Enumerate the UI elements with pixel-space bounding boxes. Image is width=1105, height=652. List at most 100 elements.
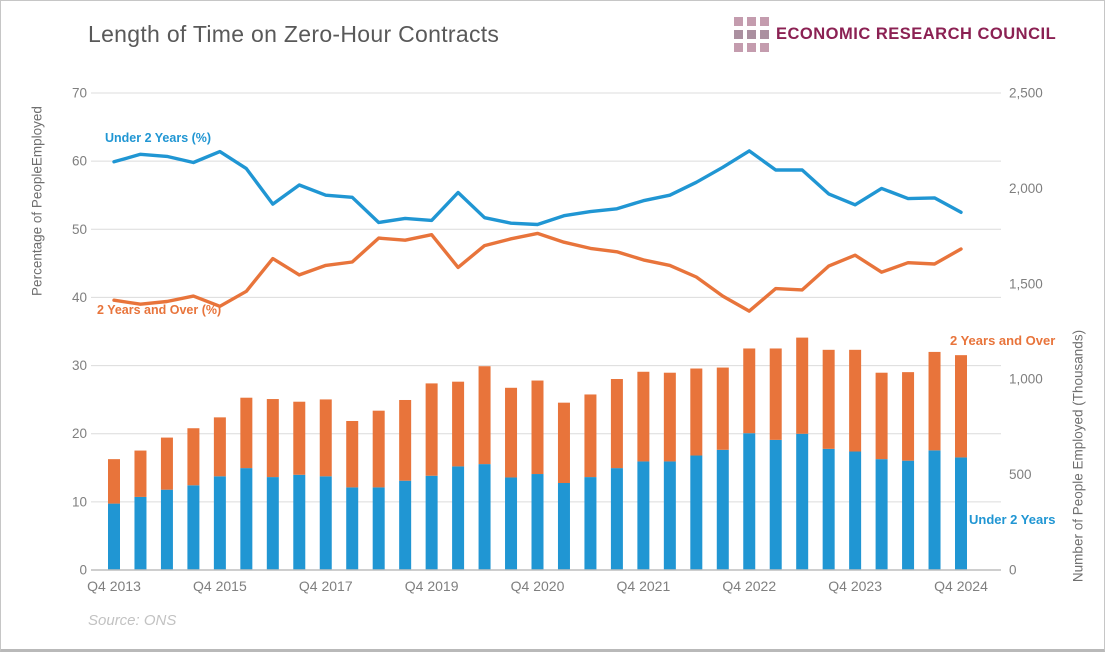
bar-under-2-years bbox=[452, 466, 465, 570]
bar-2-years-and-over bbox=[108, 459, 120, 504]
bar-2-years-and-over bbox=[452, 381, 465, 467]
bar-under-2-years bbox=[505, 477, 518, 570]
bar-2-years-and-over bbox=[478, 366, 491, 465]
bar-under-2-years bbox=[690, 455, 703, 570]
bar-2-years-and-over bbox=[822, 349, 835, 449]
right-axis-tick: 500 bbox=[1009, 467, 1032, 482]
bar-label-under-2-years: Under 2 Years bbox=[969, 512, 1056, 527]
bar-2-years-and-over bbox=[187, 428, 200, 486]
bar-under-2-years bbox=[346, 487, 359, 570]
bar-under-2-years bbox=[902, 460, 915, 570]
bar-under-2-years bbox=[955, 457, 967, 570]
x-axis-tick: Q4 2021 bbox=[617, 578, 671, 594]
bar-2-years-and-over bbox=[425, 383, 438, 476]
bar-2-years-and-over bbox=[372, 410, 385, 488]
bar-under-2-years bbox=[716, 449, 729, 570]
bar-2-years-and-over bbox=[266, 399, 279, 478]
bar-2-years-and-over bbox=[716, 367, 729, 450]
left-axis-tick: 40 bbox=[72, 290, 87, 305]
left-axis-tick: 20 bbox=[72, 426, 87, 441]
bar-2-years-and-over bbox=[160, 437, 173, 490]
x-axis-tick: Q4 2024 bbox=[934, 578, 988, 594]
bar-under-2-years bbox=[875, 459, 888, 570]
bar-under-2-years bbox=[399, 480, 412, 570]
economic-research-council-logo: ECONOMIC RESEARCH COUNCIL bbox=[734, 17, 1056, 52]
bar-under-2-years bbox=[425, 475, 438, 570]
left-axis-tick: 60 bbox=[72, 154, 87, 169]
bar-2-years-and-over bbox=[557, 402, 570, 483]
bar-2-years-and-over bbox=[134, 450, 147, 497]
left-axis-tick: 10 bbox=[72, 494, 87, 509]
bar-2-years-and-over bbox=[955, 355, 967, 458]
x-axis-tick: Q4 2022 bbox=[722, 578, 776, 594]
bar-under-2-years bbox=[822, 448, 835, 570]
bar-under-2-years bbox=[266, 477, 279, 570]
bar-under-2-years bbox=[372, 487, 385, 570]
left-axis-tick: 0 bbox=[79, 563, 87, 578]
left-axis-tick: 50 bbox=[72, 222, 87, 237]
right-axis-tick: 2,500 bbox=[1009, 86, 1043, 101]
bar-under-2-years bbox=[584, 477, 597, 570]
line-under-2-years bbox=[112, 149, 963, 227]
bar-2-years-and-over bbox=[637, 371, 650, 462]
bar-2-years-and-over bbox=[875, 372, 888, 460]
bar-under-2-years bbox=[478, 464, 491, 570]
bar-under-2-years bbox=[213, 476, 226, 570]
bar-2-years-and-over bbox=[690, 368, 703, 456]
bar-2-years-and-over bbox=[796, 337, 809, 434]
line-label-under-2-years: Under 2 Years (%) bbox=[105, 131, 212, 145]
bar-under-2-years bbox=[610, 468, 623, 570]
bar-under-2-years bbox=[134, 496, 147, 570]
left-axis-tick: 70 bbox=[72, 86, 87, 101]
x-axis-tick: Q4 2013 bbox=[87, 578, 141, 594]
bar-under-2-years bbox=[557, 482, 570, 570]
bar-label-2-years-and-over: 2 Years and Over bbox=[950, 333, 1056, 348]
line-2-years-and-over bbox=[112, 231, 963, 313]
bar-2-years-and-over bbox=[346, 420, 359, 488]
bar-2-years-and-over bbox=[213, 417, 226, 477]
x-axis-tick: Q4 2015 bbox=[193, 578, 247, 594]
right-axis-tick: 2,000 bbox=[1009, 181, 1043, 196]
x-axis-tick: Q4 2023 bbox=[828, 578, 882, 594]
x-axis-tick: Q4 2017 bbox=[299, 578, 353, 594]
bar-under-2-years bbox=[796, 433, 809, 570]
bar-under-2-years bbox=[531, 474, 544, 570]
bar-2-years-and-over bbox=[240, 397, 253, 469]
bar-under-2-years bbox=[319, 476, 332, 570]
bar-under-2-years bbox=[187, 485, 200, 570]
bar-2-years-and-over bbox=[610, 379, 623, 469]
right-axis-tick: 0 bbox=[1009, 563, 1017, 578]
bar-2-years-and-over bbox=[849, 349, 862, 452]
bar-2-years-and-over bbox=[293, 401, 306, 475]
bar-under-2-years bbox=[743, 433, 756, 570]
right-axis-tick: 1,500 bbox=[1009, 276, 1043, 291]
x-axis-tick: Q4 2019 bbox=[405, 578, 459, 594]
bar-under-2-years bbox=[849, 451, 862, 570]
source-note: Source: ONS bbox=[88, 612, 177, 629]
right-axis-tick: 1,000 bbox=[1009, 372, 1043, 387]
logo-text: ECONOMIC RESEARCH COUNCIL bbox=[776, 25, 1057, 43]
bar-2-years-and-over bbox=[928, 351, 941, 451]
bar-under-2-years bbox=[240, 468, 253, 570]
bar-under-2-years bbox=[769, 439, 782, 570]
bar-under-2-years bbox=[637, 461, 650, 570]
bar-2-years-and-over bbox=[584, 394, 597, 478]
chart-title: Length of Time on Zero-Hour Contracts bbox=[88, 21, 500, 47]
bar-under-2-years bbox=[293, 474, 306, 570]
x-axis-tick: Q4 2020 bbox=[511, 578, 565, 594]
bar-under-2-years bbox=[160, 489, 173, 570]
bar-under-2-years bbox=[663, 461, 676, 570]
line-label-2-years-and-over: 2 Years and Over (%) bbox=[97, 303, 222, 317]
bar-2-years-and-over bbox=[743, 348, 756, 434]
bar-2-years-and-over bbox=[505, 387, 518, 478]
bar-2-years-and-over bbox=[399, 399, 412, 481]
logo-squares-icon bbox=[734, 17, 769, 52]
bar-2-years-and-over bbox=[769, 348, 782, 440]
bar-2-years-and-over bbox=[663, 372, 676, 462]
bar-under-2-years bbox=[108, 503, 120, 570]
bar-2-years-and-over bbox=[902, 372, 915, 461]
bar-2-years-and-over bbox=[531, 380, 544, 475]
bar-2-years-and-over bbox=[319, 399, 332, 477]
